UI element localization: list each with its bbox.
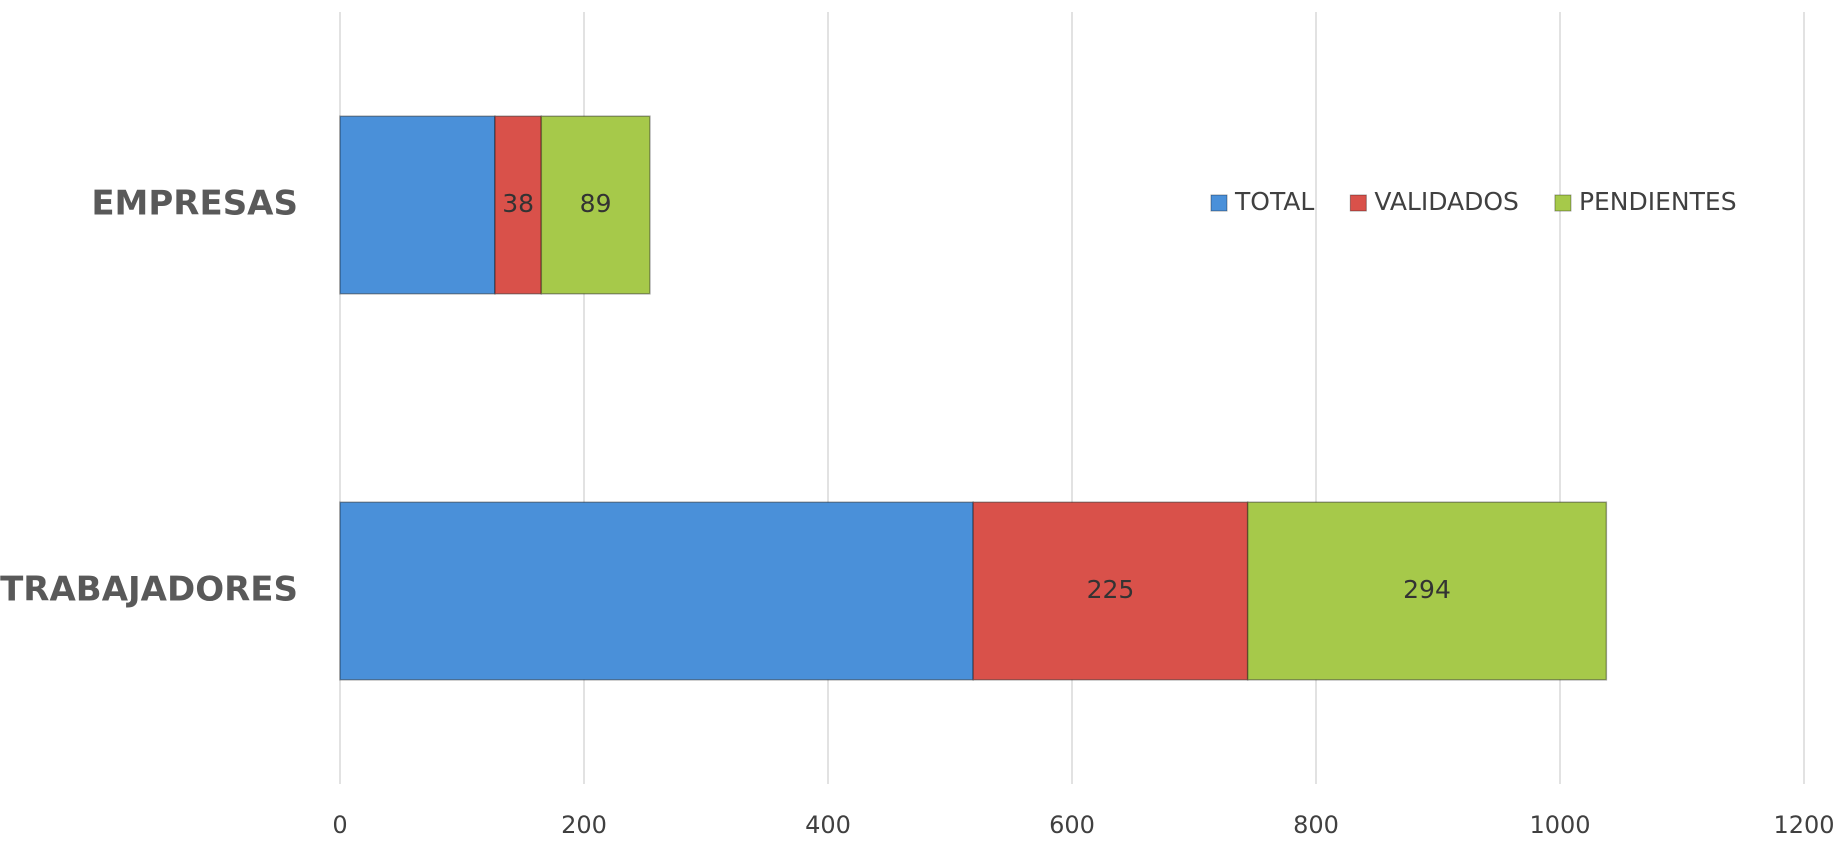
x-tick-label: 1200: [1773, 811, 1834, 839]
chart: 0 200 400 600 800 1000 1200 EMPRESAS 38 89 TRABAJA…: [0, 0, 1840, 842]
x-tick-label: 200: [561, 811, 607, 839]
data-label: 38: [502, 189, 534, 218]
legend-label: TOTAL: [1234, 187, 1314, 216]
data-label: 225: [1087, 575, 1135, 604]
legend-swatch: [1555, 195, 1571, 211]
x-tick-label: 400: [805, 811, 851, 839]
category-label: TRABAJADORES: [0, 570, 298, 610]
x-tick-label: 800: [1293, 811, 1339, 839]
bar-segment: [340, 502, 973, 680]
legend-swatch: [1350, 195, 1366, 211]
bar-segment: [340, 116, 495, 294]
x-tick-label: 600: [1049, 811, 1095, 839]
x-tick-label: 0: [332, 811, 347, 839]
legend-swatch: [1211, 195, 1227, 211]
legend-label: PENDIENTES: [1579, 187, 1737, 216]
x-tick-label: 1000: [1529, 811, 1590, 839]
legend-label: VALIDADOS: [1374, 187, 1519, 216]
data-label: 294: [1403, 575, 1451, 604]
category-label: EMPRESAS: [91, 184, 298, 224]
data-label: 89: [580, 189, 612, 218]
